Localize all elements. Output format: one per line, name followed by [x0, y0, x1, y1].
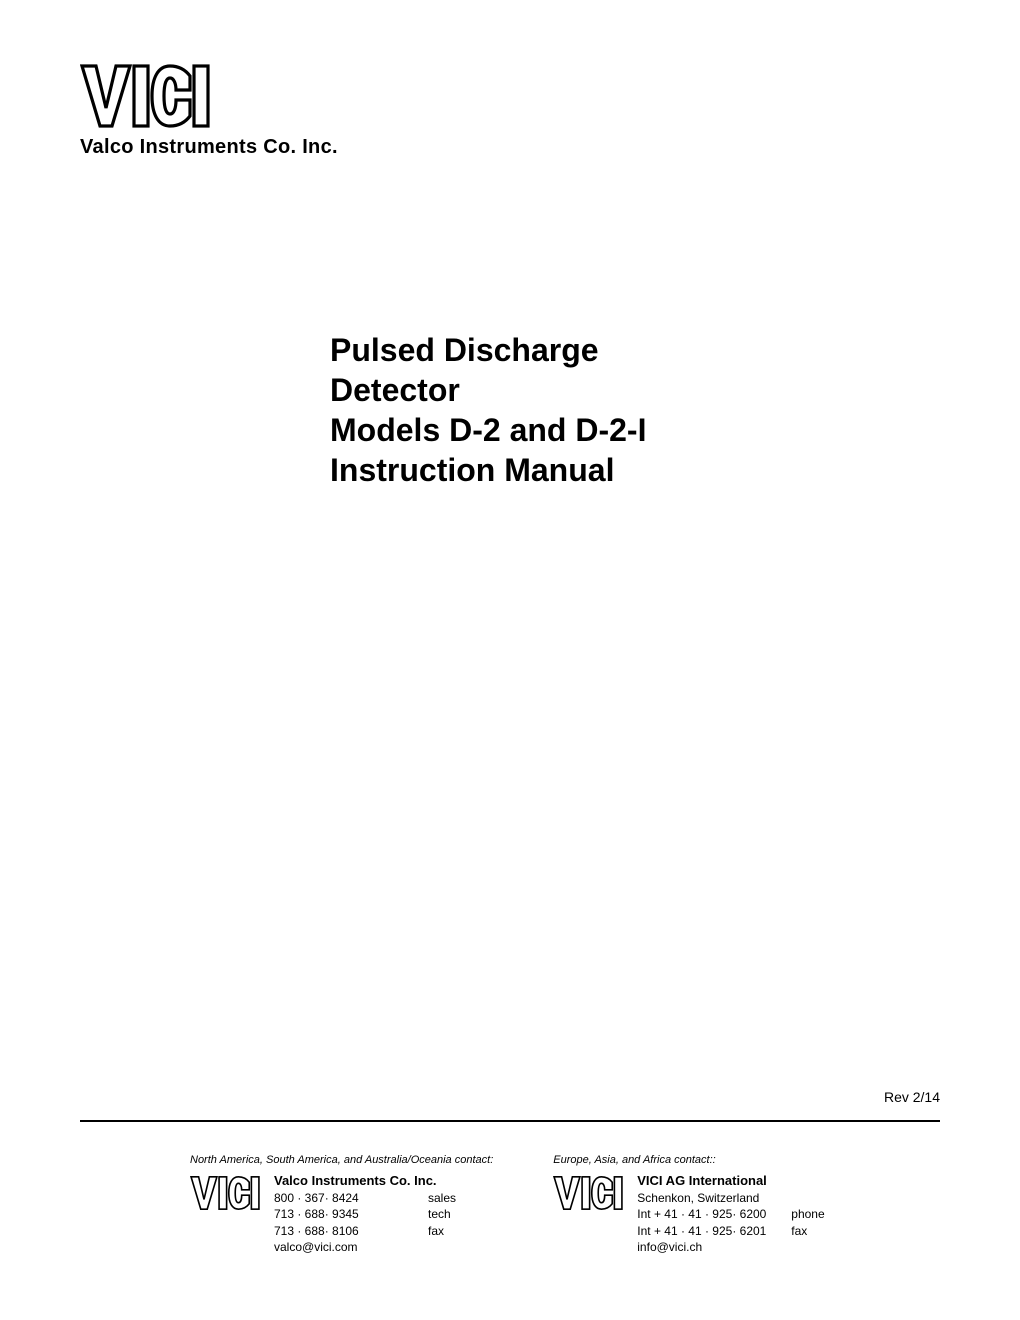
- vici-logo-small: [553, 1172, 623, 1214]
- contact-value: Int + 41 · 41 · 925· 6201: [637, 1223, 777, 1239]
- contact-text: Valco Instruments Co. Inc. 800 · 367· 84…: [274, 1172, 456, 1255]
- vici-logo-small: [190, 1172, 260, 1214]
- contact-line: Schenkon, Switzerland: [637, 1190, 824, 1206]
- contact-value: Int + 41 · 41 · 925· 6200: [637, 1206, 777, 1222]
- footer-contacts: North America, South America, and Austra…: [190, 1154, 940, 1255]
- contact-value: Schenkon, Switzerland: [637, 1190, 777, 1206]
- contact-value: 713 · 688· 8106: [274, 1223, 414, 1239]
- contact-label: phone: [791, 1206, 824, 1222]
- contact-line: Int + 41 · 41 · 925· 6200 phone: [637, 1206, 824, 1222]
- contact-line: info@vici.ch: [637, 1239, 824, 1255]
- header-logo-block: Valco Instruments Co. Inc.: [80, 64, 338, 159]
- contact-block-americas: North America, South America, and Austra…: [190, 1154, 493, 1255]
- contact-text: VICI AG International Schenkon, Switzerl…: [637, 1172, 824, 1255]
- contact-value: info@vici.ch: [637, 1239, 777, 1255]
- contact-value: valco@vici.com: [274, 1239, 414, 1255]
- page: Valco Instruments Co. Inc. Pulsed Discha…: [0, 0, 1020, 1320]
- contact-row: VICI AG International Schenkon, Switzerl…: [553, 1172, 824, 1255]
- contact-line: Int + 41 · 41 · 925· 6201 fax: [637, 1223, 824, 1239]
- contact-line: 800 · 367· 8424 sales: [274, 1190, 456, 1206]
- contact-row: Valco Instruments Co. Inc. 800 · 367· 84…: [190, 1172, 493, 1255]
- title-line-3: Models D-2 and D-2-I: [330, 410, 890, 450]
- region-header: North America, South America, and Austra…: [190, 1154, 493, 1166]
- title-line-4: Instruction Manual: [330, 450, 890, 490]
- title-line-2: Detector: [330, 370, 890, 410]
- contact-label: fax: [428, 1223, 444, 1239]
- title-line-1: Pulsed Discharge: [330, 330, 890, 370]
- contact-value: 800 · 367· 8424: [274, 1190, 414, 1206]
- revision-label: Rev 2/14: [884, 1089, 940, 1105]
- divider-rule: [80, 1120, 940, 1122]
- company-name: Valco Instruments Co. Inc.: [80, 136, 338, 159]
- contact-label: fax: [791, 1223, 807, 1239]
- contact-line: 713 · 688· 9345 tech: [274, 1206, 456, 1222]
- vici-logo-large: [80, 64, 338, 128]
- region-header: Europe, Asia, and Africa contact::: [553, 1154, 824, 1166]
- contact-label: tech: [428, 1206, 451, 1222]
- contact-line: valco@vici.com: [274, 1239, 456, 1255]
- document-title: Pulsed Discharge Detector Models D-2 and…: [330, 330, 890, 490]
- contact-label: sales: [428, 1190, 456, 1206]
- contact-block-international: Europe, Asia, and Africa contact:: VICI …: [553, 1154, 824, 1255]
- contact-company-name: Valco Instruments Co. Inc.: [274, 1172, 456, 1190]
- contact-company-name: VICI AG International: [637, 1172, 824, 1190]
- contact-value: 713 · 688· 9345: [274, 1206, 414, 1222]
- contact-line: 713 · 688· 8106 fax: [274, 1223, 456, 1239]
